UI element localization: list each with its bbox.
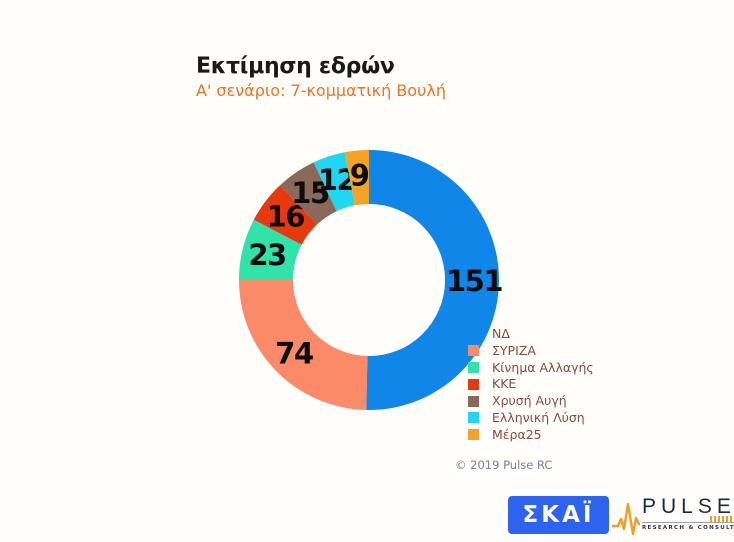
legend-item: Μέρα25	[468, 426, 594, 442]
chart-legend: ΝΔ ΣΥΡΙΖΑ Κίνημα Αλλαγής ΚΚΕ Χρυσή Αυγή Ελλην…	[468, 326, 594, 446]
slice-value-label: 74	[275, 336, 313, 370]
legend-swatch	[468, 362, 479, 374]
legend-item: Κίνημα Αλλαγής	[468, 359, 594, 375]
legend-item: Ελληνική Λύση	[468, 409, 594, 425]
skai-logo: ΣΚΑΪ	[508, 496, 609, 534]
legend-label: Ελληνική Λύση	[492, 409, 585, 425]
chart-title: Εκτίμηση εδρών	[196, 54, 395, 79]
legend-label: Χρυσή Αυγή	[492, 393, 567, 409]
donut-chart: 151 74 23 16 15 12 9	[229, 140, 509, 420]
donut-slice-3	[239, 219, 302, 280]
chart-subtitle: Α' σενάριο: 7-κομματική Βουλή	[196, 81, 446, 100]
legend-item: ΣΥΡΙΖΑ	[468, 342, 594, 358]
legend-item: ΚΚΕ	[468, 378, 594, 390]
slice-value-label: 151	[446, 264, 502, 298]
pulse-logo-divider	[642, 522, 734, 523]
legend-label: Κίνημα Αλλαγής	[492, 359, 594, 375]
pulse-logo-text: PULSE	[642, 495, 734, 518]
legend-label: ΚΚΕ	[492, 376, 517, 392]
pulse-logo-tagline: RESEARCH & CONSULTING	[642, 525, 734, 531]
legend-swatch	[468, 345, 479, 357]
slice-value-label: 9	[350, 158, 369, 192]
donut-slice-5	[280, 162, 337, 225]
legend-swatch	[468, 378, 479, 390]
copyright-text: © 2019 Pulse RC	[455, 458, 553, 472]
skai-logo-text: ΣΚΑΪ	[522, 502, 595, 528]
pulse-logo: PULSE RESEARCH & CONSULTING	[612, 492, 734, 540]
legend-label: ΣΥΡΙΖΑ	[492, 342, 536, 358]
heartbeat-icon	[612, 502, 640, 536]
donut-slice-7	[344, 150, 369, 206]
legend-item: ΝΔ	[468, 326, 594, 341]
legend-label: ΝΔ	[492, 326, 510, 341]
legend-swatch	[468, 412, 479, 424]
donut-slice-4	[253, 185, 317, 245]
donut-slice-1	[366, 150, 500, 410]
legend-item: Χρυσή Αυγή	[468, 393, 594, 409]
legend-swatch	[468, 328, 479, 340]
slice-value-label: 23	[248, 238, 285, 272]
legend-swatch	[468, 429, 479, 441]
pulse-barcode-icon	[710, 516, 734, 522]
legend-label: Μέρα25	[492, 426, 542, 442]
donut-slice-2	[239, 280, 368, 410]
donut-slice-6	[313, 152, 355, 212]
legend-swatch	[468, 395, 479, 407]
